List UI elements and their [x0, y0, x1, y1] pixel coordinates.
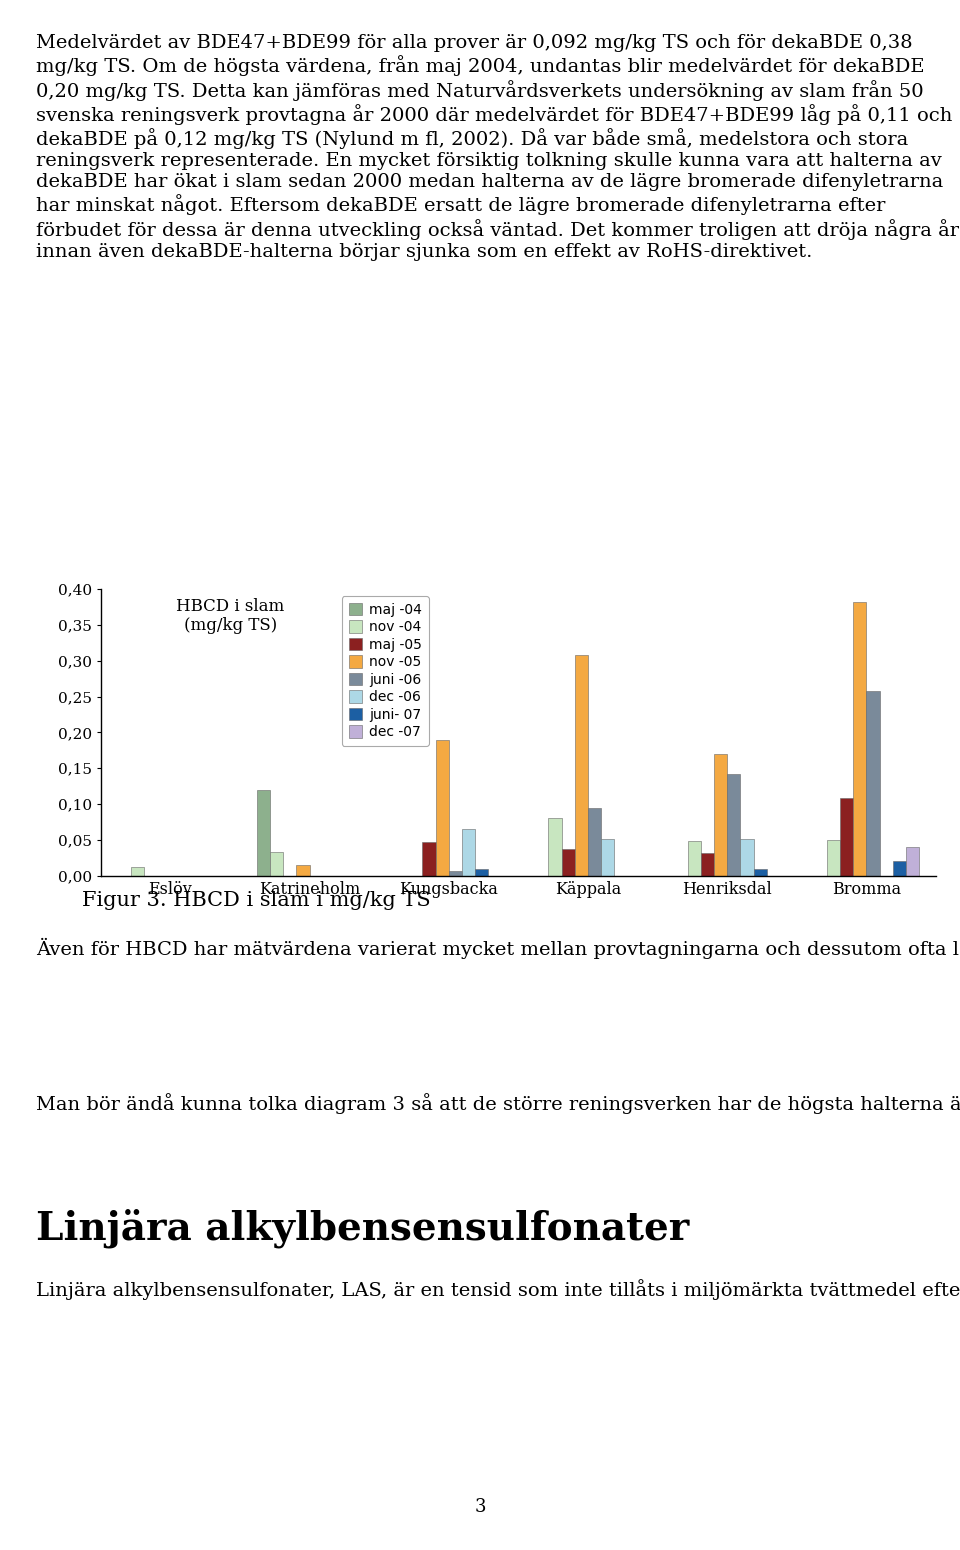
Bar: [297, 865, 309, 876]
Bar: [728, 773, 740, 876]
Bar: [714, 753, 728, 876]
Legend: maj -04, nov -04, maj -05, nov -05, juni -06, dec -06, juni- 07, dec -07: maj -04, nov -04, maj -05, nov -05, juni…: [342, 595, 429, 746]
Text: Linjära alkylbensensulfonater, LAS, är en tensid som inte tillåts i miljömärkta : Linjära alkylbensensulfonater, LAS, är e…: [36, 1279, 960, 1300]
Bar: [893, 862, 906, 876]
Text: HBCD i slam
(mg/kg TS): HBCD i slam (mg/kg TS): [176, 598, 284, 634]
Bar: [270, 853, 283, 876]
Bar: [601, 839, 614, 876]
Bar: [840, 798, 853, 876]
Bar: [866, 691, 879, 876]
Text: 3: 3: [474, 1497, 486, 1516]
Bar: [562, 849, 575, 876]
Bar: [462, 829, 475, 876]
Bar: [701, 853, 714, 876]
Bar: [548, 818, 562, 876]
Text: Medelvärdet av BDE47+BDE99 för alla prover är 0,092 mg/kg TS och för dekaBDE 0,3: Medelvärdet av BDE47+BDE99 för alla prov…: [36, 34, 959, 260]
Text: Även för HBCD har mätvärdena varierat mycket mellan provtagningarna och dessutom: Även för HBCD har mätvärdena varierat my…: [36, 938, 960, 959]
Bar: [853, 601, 866, 876]
Bar: [131, 866, 144, 876]
Bar: [575, 656, 588, 876]
Bar: [588, 808, 601, 876]
Text: Linjära alkylbensensulfonater: Linjära alkylbensensulfonater: [36, 1209, 689, 1248]
Bar: [827, 840, 840, 876]
Bar: [256, 790, 270, 876]
Bar: [436, 739, 448, 876]
Bar: [475, 868, 489, 876]
Text: Man bör ändå kunna tolka diagram 3 så att de större reningsverken har de högsta : Man bör ändå kunna tolka diagram 3 så at…: [36, 1093, 960, 1114]
Bar: [687, 842, 701, 876]
Bar: [740, 839, 754, 876]
Bar: [448, 871, 462, 876]
Bar: [422, 842, 436, 876]
Text: Figur 3. HBCD i slam i mg/kg TS: Figur 3. HBCD i slam i mg/kg TS: [82, 891, 430, 910]
Bar: [754, 868, 767, 876]
Bar: [906, 846, 920, 876]
